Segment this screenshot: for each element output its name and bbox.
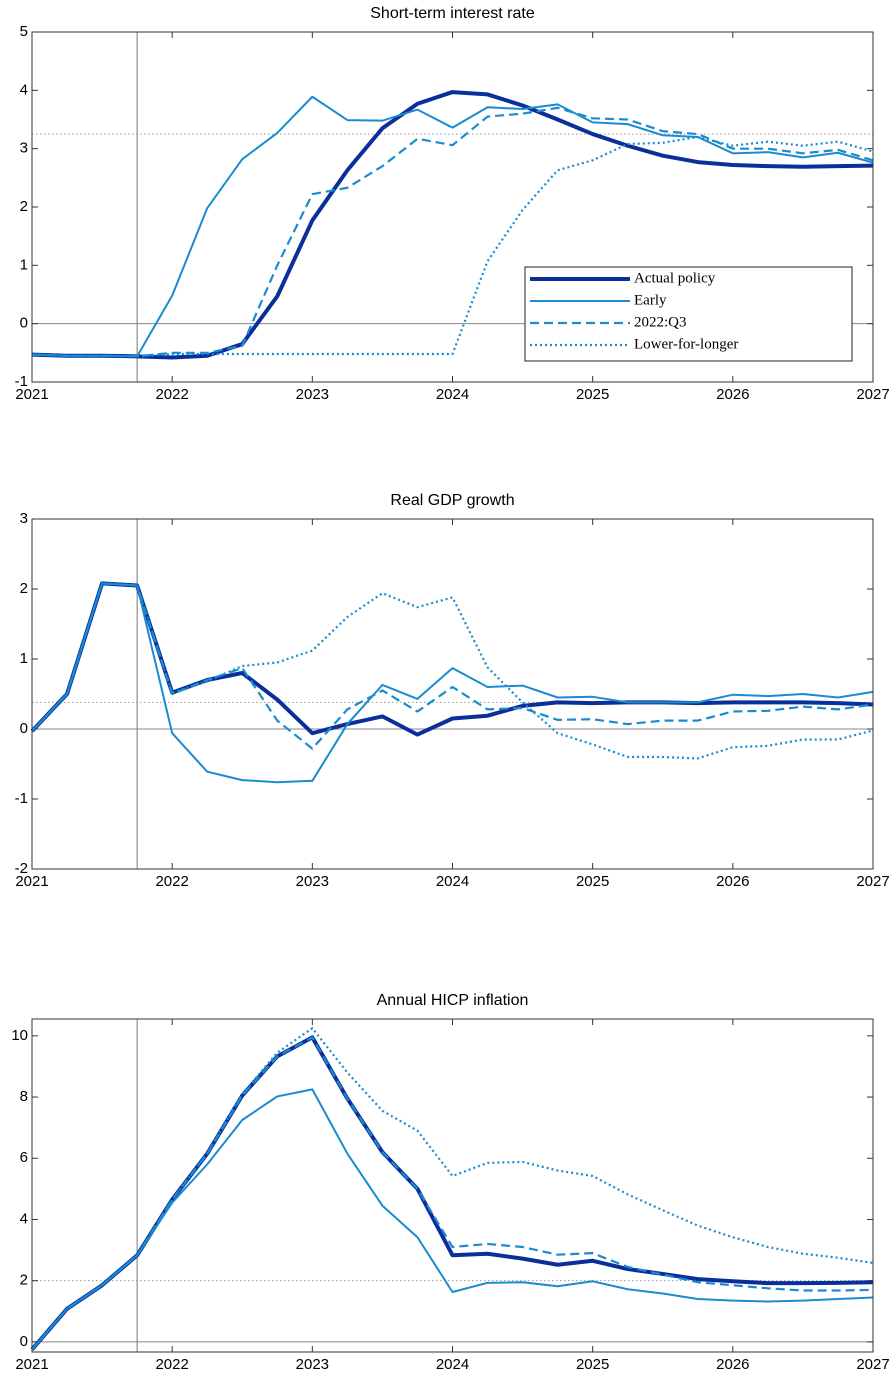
x-tick-label: 2026 — [716, 386, 749, 403]
y-tick-label: 3 — [20, 510, 28, 527]
x-tick-label: 2023 — [296, 1356, 329, 1373]
chart-title: Real GDP growth — [390, 492, 514, 509]
y-tick-label: 0 — [20, 1333, 28, 1350]
series-line — [31, 1088, 874, 1351]
series-line — [31, 582, 874, 750]
x-tick-label: 2025 — [576, 386, 609, 403]
series-line — [31, 95, 874, 358]
y-tick-label: 0 — [20, 720, 28, 737]
series-line — [31, 106, 874, 358]
y-tick-label: 2 — [20, 580, 28, 597]
y-tick-label: -1 — [15, 790, 28, 807]
series-line — [30, 1035, 874, 1351]
y-tick-label: -1 — [15, 373, 28, 390]
x-tick-label: 2022 — [155, 1356, 188, 1373]
series-line — [31, 1036, 874, 1351]
plot-area — [32, 1019, 873, 1352]
y-tick-label: -2 — [15, 860, 28, 877]
x-tick-label: 2021 — [15, 1356, 48, 1373]
y-tick-label: 1 — [20, 256, 28, 273]
x-tick-label: 2023 — [296, 873, 329, 890]
x-tick-label: 2021 — [15, 386, 48, 403]
x-tick-label: 2022 — [155, 873, 188, 890]
chart-title: Short-term interest rate — [370, 5, 535, 22]
y-tick-label: 5 — [20, 23, 28, 40]
y-tick-label: 1 — [20, 650, 28, 667]
y-tick-label: 10 — [11, 1027, 28, 1044]
legend-label: Actual policy — [634, 270, 716, 286]
y-tick-label: 3 — [20, 140, 28, 157]
x-tick-label: 2024 — [436, 1356, 469, 1373]
x-tick-label: 2026 — [716, 1356, 749, 1373]
legend-label: Early — [634, 292, 667, 308]
y-tick-label: 4 — [20, 1210, 28, 1227]
x-tick-label: 2025 — [576, 1356, 609, 1373]
x-tick-label: 2022 — [155, 386, 188, 403]
x-tick-label: 2027 — [856, 386, 889, 403]
x-tick-label: 2026 — [716, 873, 749, 890]
y-tick-label: 8 — [20, 1088, 28, 1105]
plot-frame — [31, 518, 874, 870]
plot-frame — [31, 31, 874, 383]
x-tick-label: 2027 — [856, 873, 889, 890]
legend: Actual policy Early 2022:Q3 Lower-for-longe… — [524, 266, 853, 362]
chart-title: Annual HICP inflation — [377, 992, 529, 1009]
series-line — [31, 582, 874, 784]
y-tick-label: 2 — [20, 1272, 28, 1289]
x-tick-label: 2024 — [436, 873, 469, 890]
x-tick-label: 2025 — [576, 873, 609, 890]
legend-label: Lower-for-longer — [634, 336, 738, 352]
panel: Short-term interest rate -1 0 1 2 3 4 5 2021 2022… — [15, 5, 890, 403]
series-line — [31, 90, 874, 360]
plot-area — [32, 519, 873, 869]
x-tick-label: 2027 — [856, 1356, 889, 1373]
panel: Annual HICP inflation 0 2 4 6 8 10 2021 2022 2023… — [11, 992, 889, 1373]
y-tick-label: 0 — [20, 315, 28, 332]
x-tick-label: 2021 — [15, 873, 48, 890]
x-tick-label: 2023 — [296, 386, 329, 403]
y-tick-label: 2 — [20, 198, 28, 215]
legend-box — [524, 266, 853, 362]
x-tick-label: 2024 — [436, 386, 469, 403]
panel: Real GDP growth -2 -1 0 1 2 3 2021 2022 2023 2024 2… — [15, 492, 890, 890]
legend-label: 2022:Q3 — [634, 314, 687, 330]
series-line — [31, 135, 874, 358]
plot-frame — [31, 1018, 874, 1353]
y-tick-label: 6 — [20, 1149, 28, 1166]
y-tick-label: 4 — [20, 81, 28, 98]
